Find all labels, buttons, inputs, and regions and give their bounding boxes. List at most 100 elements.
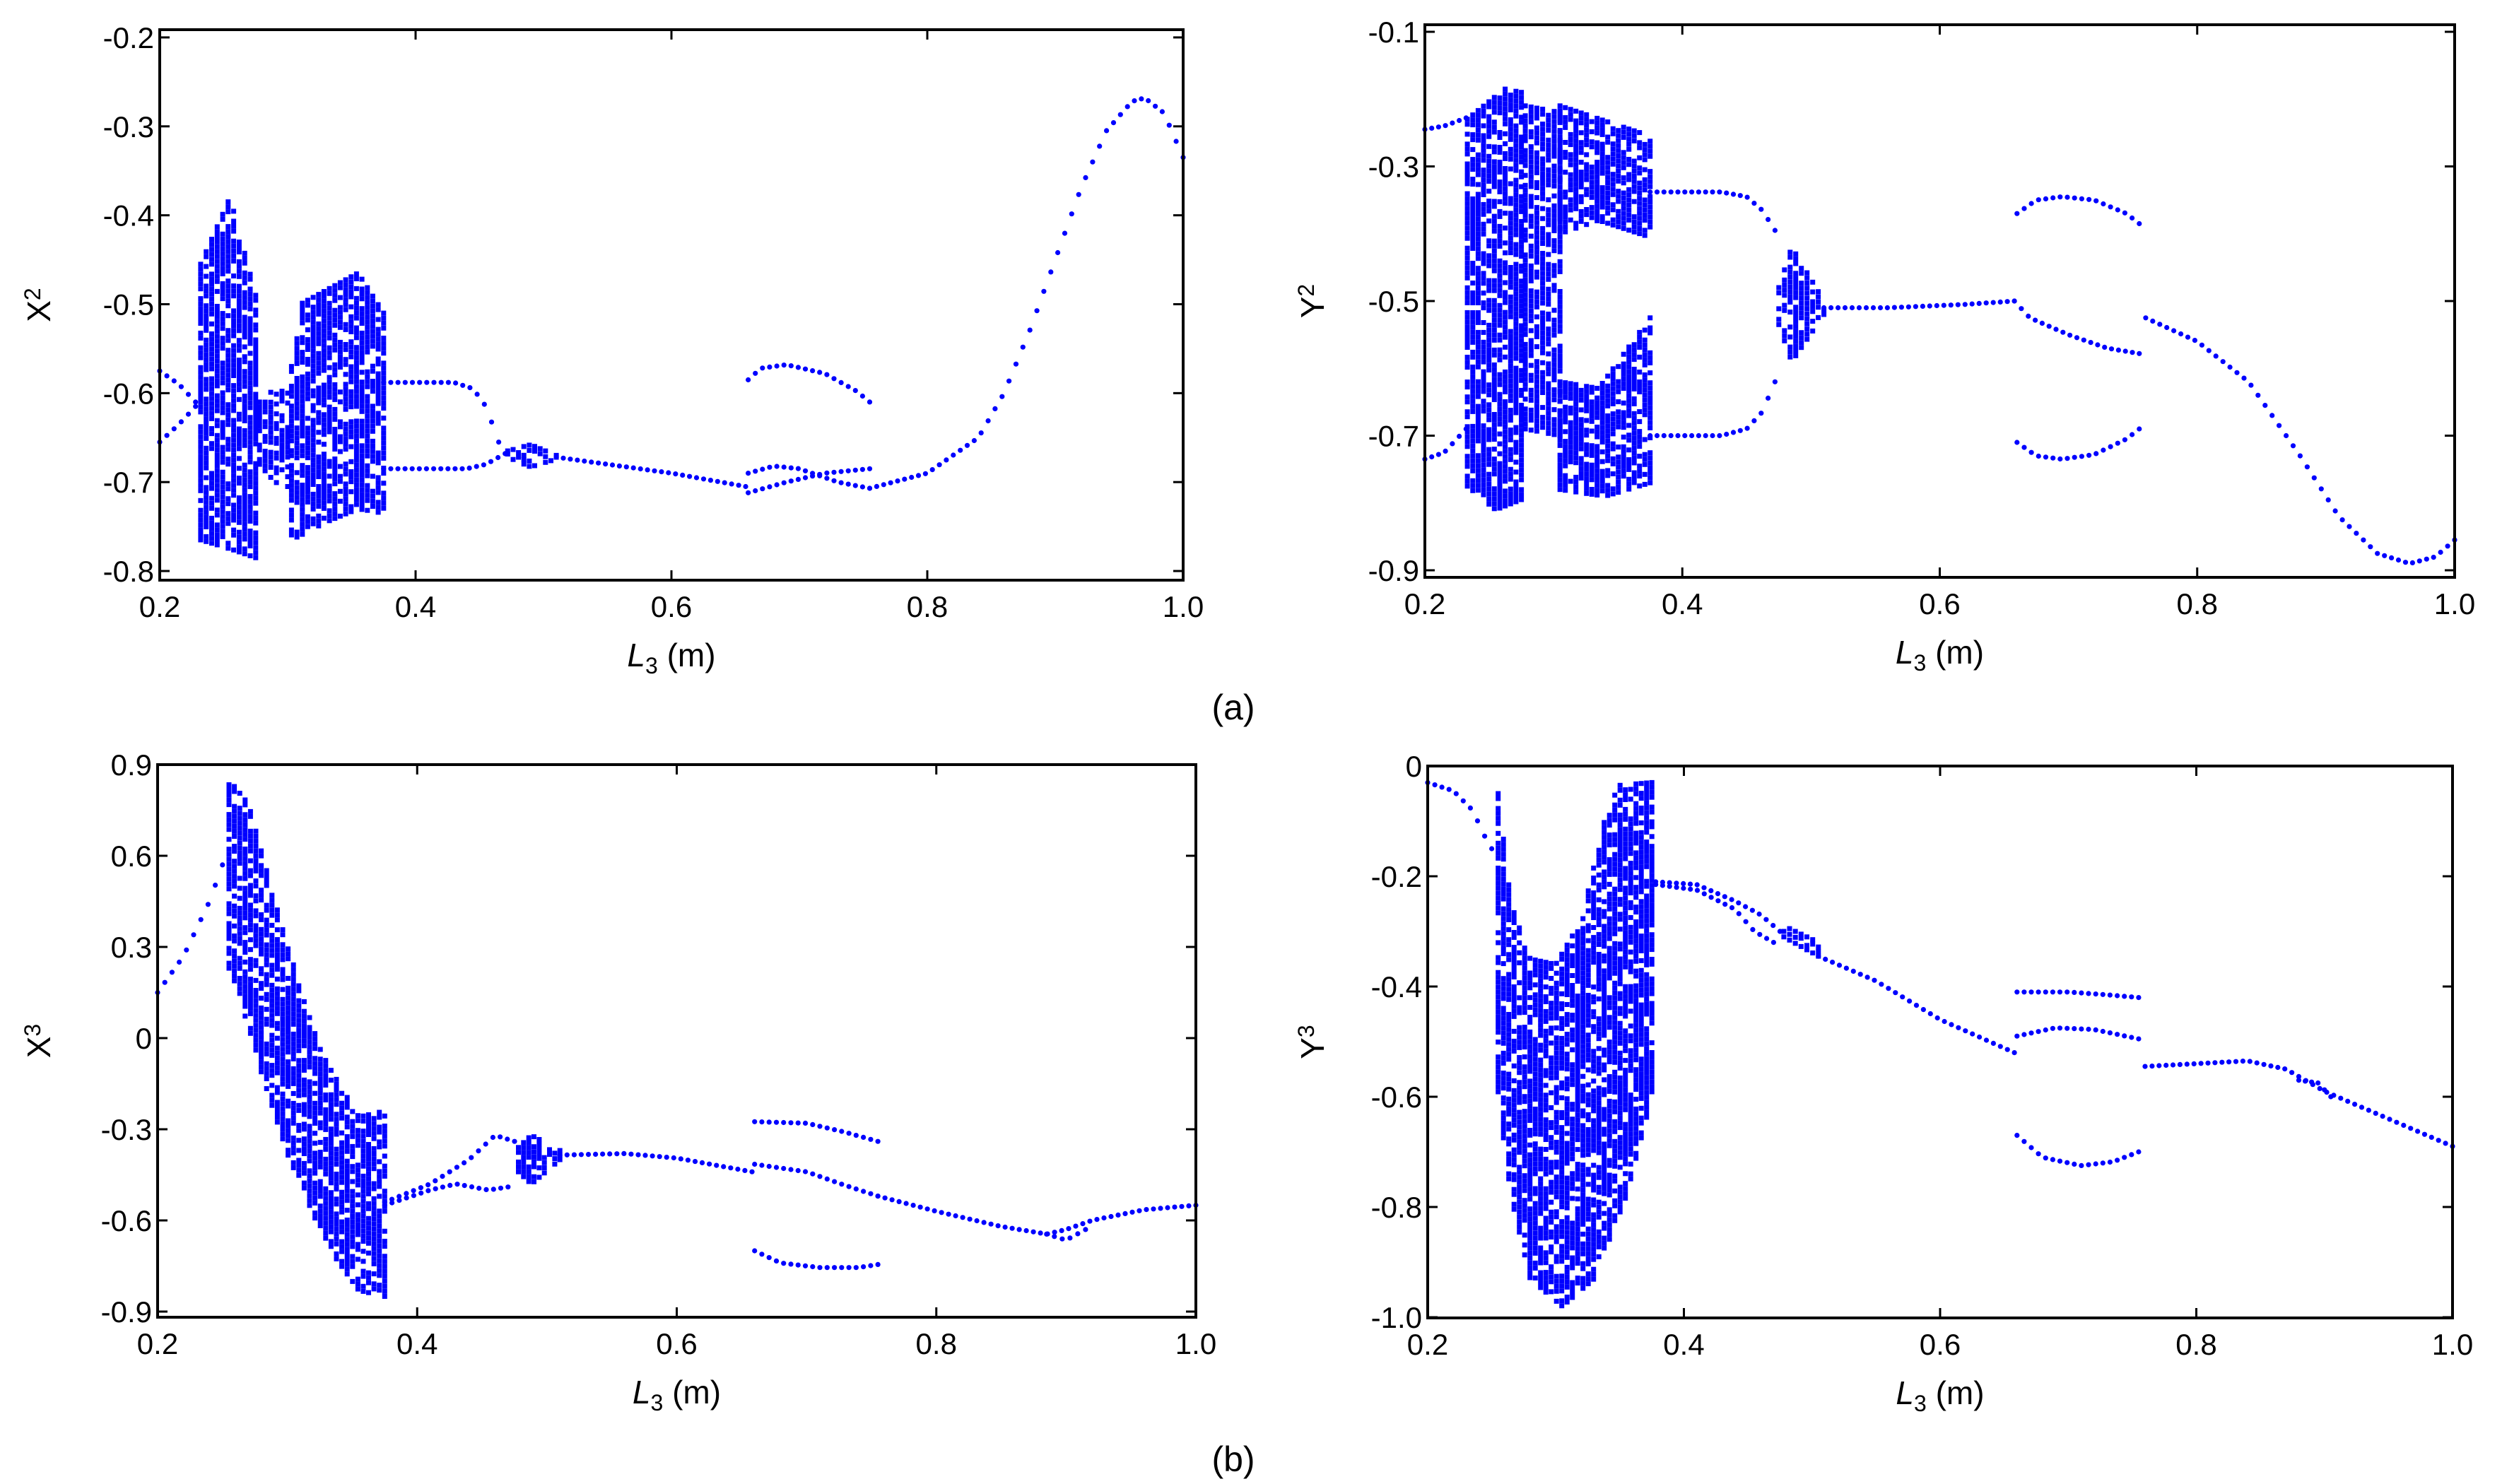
data-point — [531, 1144, 536, 1150]
data-point — [371, 1241, 377, 1247]
data-point — [300, 408, 305, 414]
data-point — [317, 1085, 323, 1091]
data-point — [321, 402, 327, 408]
data-point — [300, 507, 305, 512]
data-point — [1626, 384, 1632, 389]
data-point — [1763, 917, 1769, 922]
data-point — [209, 286, 214, 292]
data-point — [1637, 211, 1643, 216]
data-point — [236, 495, 242, 500]
data-point — [328, 1146, 334, 1151]
data-point — [2199, 342, 2204, 348]
data-point — [1557, 363, 1563, 369]
data-point — [1573, 406, 1579, 412]
data-point — [1997, 299, 2003, 305]
data-point — [1491, 427, 1497, 432]
data-point — [1159, 109, 1165, 114]
data-point — [274, 1050, 280, 1056]
data-point — [247, 838, 253, 844]
data-point — [1621, 220, 1626, 226]
data-point — [294, 440, 300, 446]
data-point — [1589, 144, 1594, 150]
data-point — [339, 1264, 345, 1269]
data-point — [1519, 159, 1525, 165]
data-point — [1927, 1011, 1933, 1017]
data-point — [269, 972, 275, 978]
data-point — [236, 539, 242, 545]
periodic-branch — [155, 862, 225, 996]
data-point — [280, 1027, 286, 1032]
data-point — [253, 988, 259, 993]
data-point — [350, 1129, 356, 1134]
data-point — [1621, 386, 1626, 391]
data-point — [236, 358, 242, 363]
data-point — [1584, 122, 1590, 127]
data-point — [360, 1173, 366, 1179]
data-point — [350, 1259, 356, 1264]
data-point — [1522, 163, 1528, 168]
data-point — [1610, 416, 1616, 422]
data-point — [1594, 218, 1600, 223]
data-point — [236, 283, 242, 289]
data-point — [1621, 464, 1626, 469]
x-tick-label: 0.8 — [916, 1327, 957, 1360]
data-point — [307, 1178, 312, 1184]
data-point — [370, 413, 375, 419]
data-point — [1528, 397, 1534, 403]
data-point — [286, 1035, 291, 1040]
data-point — [1486, 491, 1492, 497]
y-tick-label: 0.9 — [111, 748, 152, 782]
data-point — [1599, 420, 1605, 425]
data-point — [2129, 994, 2134, 1000]
data-point — [307, 1064, 312, 1070]
data-point — [232, 908, 237, 914]
data-point — [226, 822, 232, 828]
data-point — [1648, 420, 1653, 425]
data-point — [355, 1217, 360, 1223]
data-point — [231, 333, 237, 338]
data-point — [1804, 331, 1810, 337]
data-point — [343, 466, 348, 472]
data-point — [1464, 270, 1470, 276]
data-point — [242, 822, 248, 828]
data-point — [1799, 335, 1804, 341]
data-point — [1621, 225, 1626, 231]
data-point — [348, 474, 354, 479]
data-point — [541, 1155, 547, 1160]
data-point — [290, 1150, 296, 1155]
data-point — [1637, 409, 1643, 414]
data-point — [1503, 191, 1508, 196]
data-point — [334, 1087, 339, 1092]
data-point — [1481, 408, 1486, 414]
data-point — [1616, 168, 1621, 174]
data-point — [1508, 329, 1513, 334]
data-point — [286, 1078, 291, 1084]
data-point — [1080, 1221, 1086, 1227]
y-tick-label: -0.9 — [101, 1295, 152, 1329]
data-point — [262, 458, 268, 464]
data-point — [1475, 379, 1481, 384]
data-point — [1551, 129, 1557, 134]
data-point — [1497, 273, 1503, 278]
data-point — [370, 368, 375, 374]
data-point — [365, 497, 370, 503]
data-point — [531, 1149, 536, 1155]
data-point — [2050, 989, 2055, 995]
data-point — [1642, 392, 1648, 398]
data-point — [350, 1208, 356, 1214]
data-point — [204, 406, 209, 412]
periodic-branch — [1821, 298, 2017, 311]
data-point — [296, 988, 302, 994]
data-point — [1475, 196, 1481, 202]
data-point — [1464, 399, 1470, 405]
data-point — [1637, 185, 1643, 191]
data-point — [375, 510, 381, 515]
data-point — [264, 942, 269, 948]
data-point — [736, 483, 741, 488]
data-point — [353, 467, 359, 473]
data-point — [274, 470, 279, 476]
data-point — [1528, 353, 1534, 358]
data-point — [1637, 473, 1643, 479]
data-point — [1508, 452, 1513, 457]
x-tick-label: 0.4 — [1662, 587, 1703, 620]
